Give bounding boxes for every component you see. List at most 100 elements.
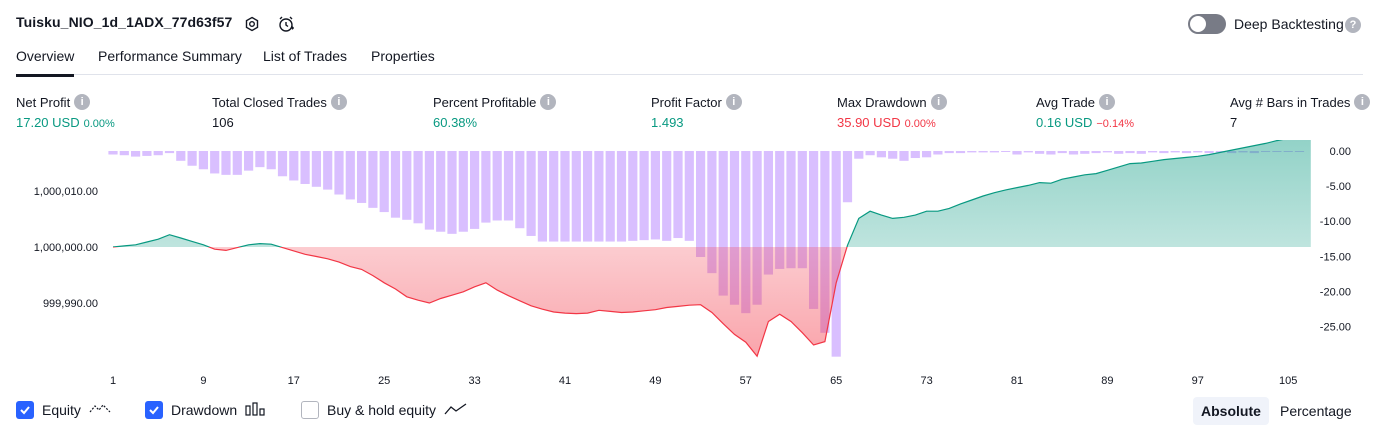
info-icon[interactable]: i (540, 94, 557, 110)
left-axis-tick: 1,000,000.00 (34, 242, 98, 254)
help-icon[interactable]: ? (1345, 17, 1361, 33)
drawdown-bar (390, 151, 401, 218)
x-axis-tick: 17 (288, 375, 300, 387)
drawdown-bar (797, 151, 807, 269)
legend-equity[interactable]: Equity (16, 401, 111, 419)
metric-label: Avg # Bars in Trades (1230, 94, 1351, 110)
drawdown-bar (402, 151, 412, 220)
drawdown-bar (1001, 151, 1011, 152)
drawdown-bar (673, 151, 683, 239)
x-axis-tick: 73 (920, 375, 932, 387)
drawdown-bar (1057, 151, 1067, 154)
drawdown-bar (470, 151, 480, 229)
tab-list-of-trades[interactable]: List of Trades (263, 48, 348, 64)
tab-overview[interactable]: Overview (16, 48, 74, 77)
checkbox-unchecked-icon[interactable] (301, 401, 319, 419)
equity-area-negative (113, 247, 1311, 357)
drawdown-bar (481, 151, 491, 223)
percentage-toggle[interactable]: Percentage (1280, 403, 1352, 419)
drawdown-bar (300, 151, 310, 184)
info-icon[interactable]: i (74, 94, 91, 110)
drawdown-bar (933, 151, 943, 155)
drawdown-bar (198, 151, 208, 170)
right-axis-tick: -15.00 (1320, 251, 1351, 263)
metric-label: Total Closed Trades (212, 94, 327, 110)
metric-label: Percent Profitable (433, 94, 537, 110)
drawdown-bar (842, 151, 853, 203)
drawdown-bar (379, 151, 389, 213)
deep-backtesting-label: Deep Backtesting (1234, 16, 1344, 32)
drawdown-bar (899, 151, 909, 161)
drawdown-bar (164, 151, 175, 154)
info-icon[interactable]: i (1354, 94, 1371, 110)
drawdown-bar (876, 151, 886, 158)
drawdown-bar (1193, 151, 1203, 153)
drawdown-bar (707, 151, 717, 274)
metric-label: Profit Factor (651, 94, 722, 110)
drawdown-bar (244, 151, 254, 171)
drawdown-bar (1159, 151, 1169, 154)
tab-performance-summary[interactable]: Performance Summary (98, 48, 242, 64)
legend-drawdown[interactable]: Drawdown (145, 401, 265, 419)
add-alert-icon[interactable] (276, 14, 296, 34)
metric-value: 106 (212, 115, 234, 130)
legend-label: Buy & hold equity (327, 402, 436, 418)
drawdown-bar (1035, 151, 1045, 154)
drawdown-bar (1114, 151, 1124, 154)
metric-value: 60.38% (433, 115, 478, 130)
drawdown-bar (865, 151, 875, 156)
equity-line-positive (112, 140, 1284, 247)
drawdown-bar (718, 151, 728, 296)
drawdown-bar (650, 151, 660, 240)
x-axis-tick: 57 (740, 375, 752, 387)
drawdown-bar (662, 151, 672, 241)
drawdown-bar (1204, 151, 1214, 154)
drawdown-bar (1170, 151, 1180, 153)
drawdown-bar (955, 151, 966, 154)
equity-drawdown-chart[interactable]: 1,000,010.00 1,000,000.00 999,990.00 0.00 -5… (0, 140, 1379, 390)
drawdown-bar (1215, 151, 1225, 153)
info-icon[interactable]: i (930, 94, 947, 110)
info-icon[interactable]: i (725, 94, 742, 110)
x-axis-tick: 49 (649, 375, 661, 387)
absolute-toggle[interactable]: Absolute (1193, 397, 1269, 425)
drawdown-bar (424, 151, 434, 230)
settings-icon[interactable] (242, 14, 262, 34)
x-axis-tick: 105 (1279, 375, 1297, 387)
info-icon[interactable]: i (1099, 94, 1116, 110)
x-axis-tick: 41 (559, 375, 571, 387)
metric-label: Avg Trade (1036, 94, 1096, 110)
x-axis-tick: 25 (378, 375, 390, 387)
legend-buy-hold-equity[interactable]: Buy & hold equity (301, 401, 468, 419)
drawdown-bar (684, 151, 694, 241)
drawdown-bar (854, 151, 864, 159)
drawdown-bar (820, 151, 830, 333)
drawdown-bar (447, 151, 457, 234)
checkbox-checked-icon[interactable] (145, 401, 163, 419)
metric-value: 7 (1230, 115, 1238, 130)
equity-line-negative (113, 247, 848, 358)
drawdown-bar (526, 151, 536, 236)
x-axis-tick: 89 (1101, 375, 1113, 387)
metric-value: 17.20 USD (16, 115, 80, 130)
drawdown-bar (967, 151, 977, 153)
x-axis-tick: 65 (830, 375, 842, 387)
drawdown-bar (696, 151, 706, 258)
drawdown-bar (413, 151, 423, 224)
metric-label: Net Profit (16, 94, 71, 110)
equity-lines (112, 140, 1284, 358)
drawdown-bar (1102, 151, 1112, 153)
info-icon[interactable]: i (330, 94, 347, 110)
drawdown-bar (809, 151, 819, 309)
drawdown-bar (1023, 151, 1033, 153)
tab-properties[interactable]: Properties (371, 48, 435, 64)
metric-pct: 0.00% (83, 118, 115, 130)
chart-axes: 1,000,010.00 1,000,000.00 999,990.00 0.00 -5… (34, 146, 1351, 387)
x-axis-tick: 97 (1192, 375, 1204, 387)
drawdown-bar (571, 151, 581, 242)
checkbox-checked-icon[interactable] (16, 401, 34, 419)
drawdown-bar (232, 151, 242, 175)
legend-label: Equity (42, 402, 81, 418)
equity-areas (113, 140, 1311, 357)
deep-backtesting-toggle[interactable] (1188, 14, 1226, 34)
